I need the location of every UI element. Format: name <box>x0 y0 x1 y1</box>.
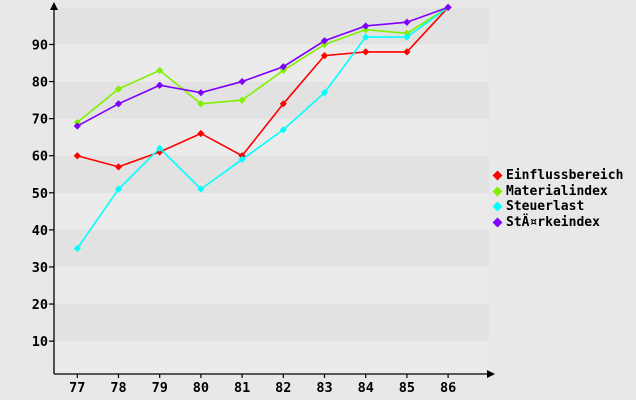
data-point-marker-icon <box>73 118 81 126</box>
data-point-marker-icon <box>279 126 287 134</box>
data-point-marker-icon <box>73 122 81 130</box>
legend-marker-icon <box>492 217 503 228</box>
series-line <box>76 6 449 123</box>
plot-band <box>55 8 489 45</box>
data-point-marker-icon <box>279 63 287 71</box>
y-tick-label: 10 <box>32 334 48 350</box>
data-point-marker-icon <box>320 89 329 97</box>
y-tick-label: 50 <box>32 186 48 202</box>
data-point-marker-icon <box>279 66 287 75</box>
series-line <box>76 6 449 127</box>
y-tick-label: 20 <box>32 297 48 313</box>
data-point-marker-icon <box>197 185 205 193</box>
data-point-marker-icon <box>403 33 411 41</box>
legend-label: Einflussbereich <box>506 168 624 184</box>
y-axis-arrow-icon <box>50 2 58 10</box>
data-point-marker-icon <box>197 100 205 108</box>
data-point-marker-icon <box>73 244 81 253</box>
x-tick-label: 79 <box>152 380 168 396</box>
data-point-marker-icon <box>320 52 329 60</box>
data-point-marker-icon <box>403 18 411 26</box>
data-point-marker-icon <box>362 26 370 34</box>
data-point-marker-icon <box>238 96 246 104</box>
x-tick-label: 77 <box>69 380 85 396</box>
y-tick-label: 90 <box>32 37 48 53</box>
x-tick-label: 83 <box>316 380 332 396</box>
data-point-marker-icon <box>114 163 123 171</box>
data-point-marker-icon <box>320 37 329 45</box>
data-point-marker-icon <box>238 77 246 86</box>
data-point-marker-icon <box>238 155 246 164</box>
legend-item: Einflussbereich <box>492 168 624 184</box>
data-point-marker-icon <box>444 3 452 11</box>
data-point-marker-icon <box>114 85 123 93</box>
y-tick-label: 80 <box>32 75 48 91</box>
plot-band <box>55 304 489 342</box>
x-tick-label: 78 <box>110 380 126 396</box>
legend-marker-icon <box>492 170 503 181</box>
series-line <box>76 6 449 249</box>
legend-item: Steuerlast <box>492 199 623 215</box>
data-point-marker-icon <box>362 22 370 30</box>
y-tick-label: 70 <box>32 112 48 128</box>
x-tick-label: 80 <box>193 380 209 396</box>
x-tick-label: 84 <box>358 380 374 396</box>
y-tick-label: 40 <box>32 223 48 239</box>
plot-band <box>55 155 489 193</box>
data-point-marker-icon <box>156 81 164 89</box>
x-tick-label: 85 <box>399 380 415 396</box>
data-point-marker-icon <box>403 29 411 37</box>
x-tick-label: 86 <box>440 380 456 396</box>
x-axis-arrow-icon <box>487 370 495 378</box>
data-point-marker-icon <box>156 66 164 75</box>
data-point-marker-icon <box>403 48 411 56</box>
data-point-marker-icon <box>114 185 123 193</box>
data-point-marker-icon <box>114 100 123 108</box>
y-tick-label: 60 <box>32 149 48 165</box>
x-tick-label: 81 <box>234 380 250 396</box>
x-tick-label: 82 <box>275 380 291 396</box>
plot-band <box>55 44 489 82</box>
data-point-marker-icon <box>156 144 164 152</box>
legend: Einflussbereich Materialindex Steuerlast St… <box>492 168 624 231</box>
plot-band <box>55 341 489 374</box>
legend-item: Materialindex <box>492 183 623 200</box>
data-point-marker-icon <box>362 48 370 56</box>
legend-label: StÄ¤rkeindex <box>506 214 600 230</box>
data-point-marker-icon <box>362 33 370 41</box>
data-point-marker-icon <box>73 152 81 160</box>
y-tick-label: 30 <box>32 260 48 276</box>
data-point-marker-icon <box>197 129 205 138</box>
legend-label: Materialindex <box>506 183 608 199</box>
series-line <box>77 6 449 168</box>
legend-marker-icon <box>492 186 503 197</box>
plot-band <box>55 266 489 305</box>
data-point-marker-icon <box>197 89 205 97</box>
legend-item: StÄ¤rkeindex <box>492 214 623 231</box>
plot-band <box>55 192 489 230</box>
data-point-marker-icon <box>279 100 287 108</box>
legend-label: Steuerlast <box>506 199 585 215</box>
legend-marker-icon <box>492 201 503 212</box>
plot-band <box>55 229 489 267</box>
